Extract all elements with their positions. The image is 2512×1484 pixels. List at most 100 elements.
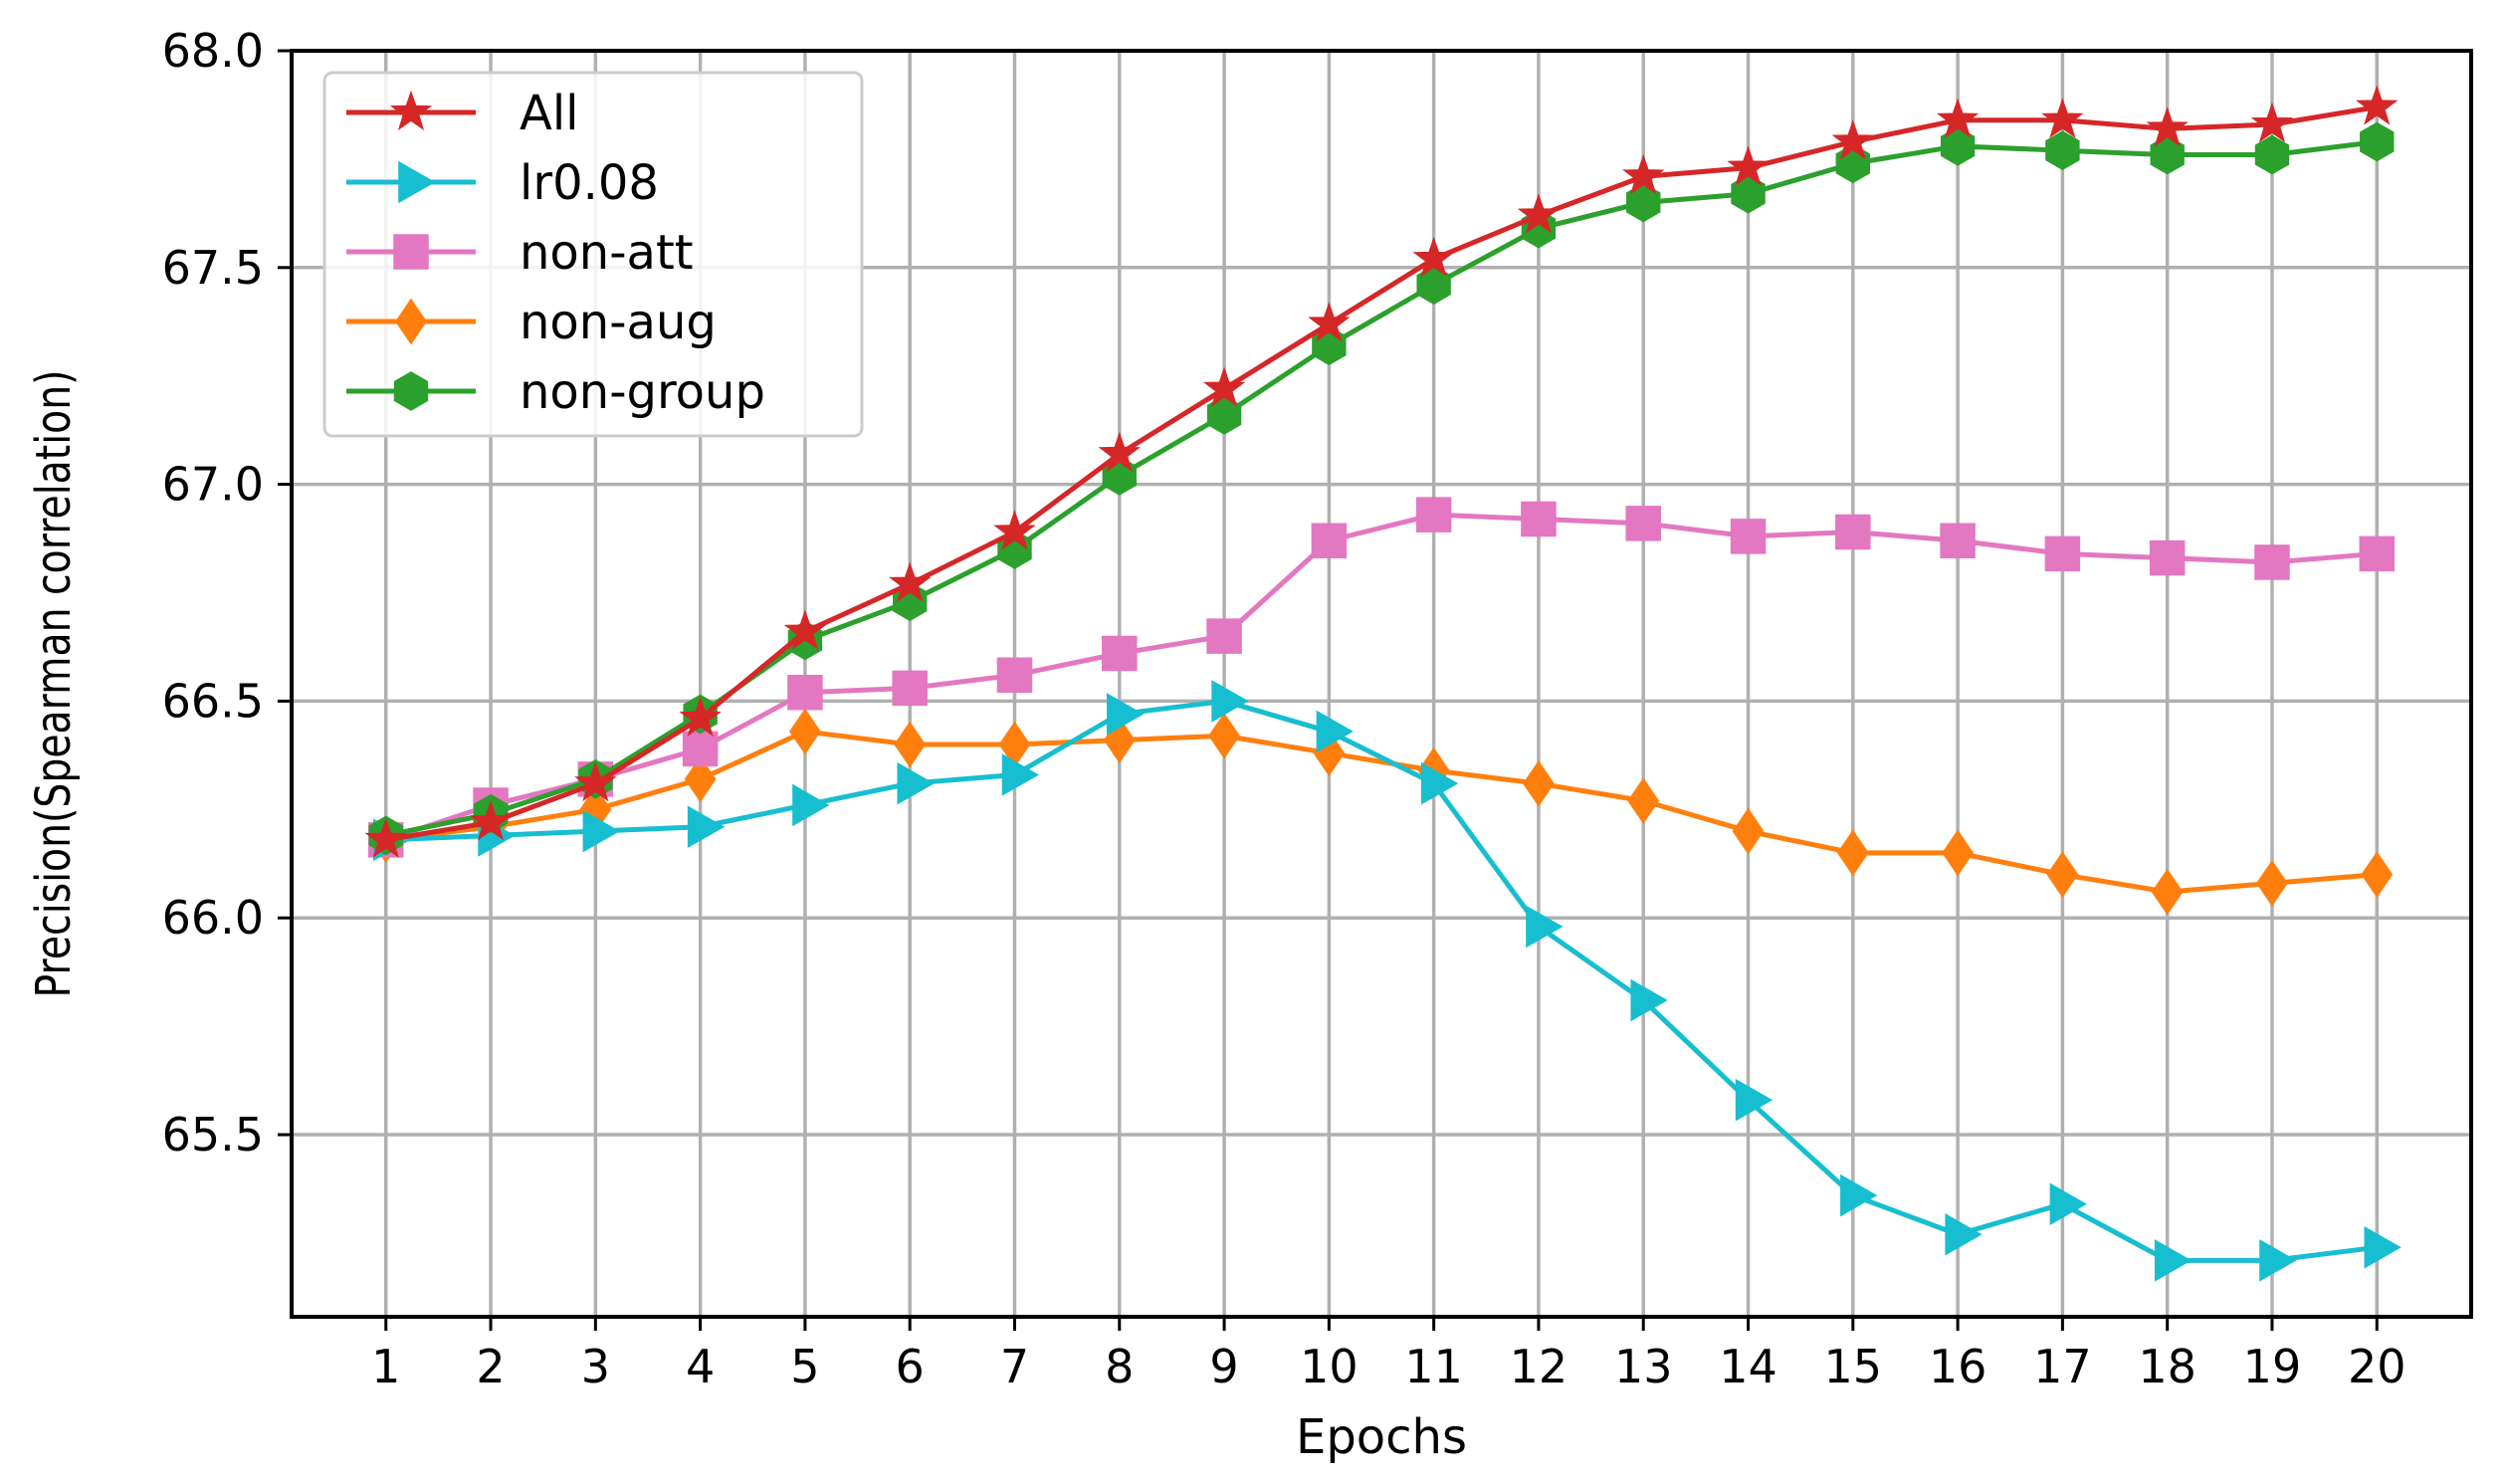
legend-label: lr0.08: [520, 155, 659, 211]
data-point: [1942, 829, 1974, 877]
x-tick-label: 4: [686, 1340, 715, 1393]
data-point: [2151, 868, 2184, 916]
y-tick-label: 67.5: [162, 241, 264, 295]
data-point: [894, 721, 927, 768]
data-point: [1202, 366, 1246, 407]
data-point: [1521, 501, 1557, 537]
x-tick-label: 10: [1300, 1340, 1359, 1393]
data-point: [1940, 523, 1976, 558]
data-point: [2360, 121, 2395, 162]
data-point: [1206, 618, 1242, 654]
x-tick-label: 1: [371, 1340, 400, 1393]
data-point: [1415, 497, 1452, 532]
legend-label: All: [520, 86, 579, 141]
legend-label: non-aug: [520, 295, 717, 350]
data-point: [1732, 807, 1765, 855]
data-point: [1731, 173, 1766, 214]
series-layer: [364, 85, 2402, 1282]
x-tick-label: 2: [476, 1340, 505, 1393]
x-tick-label: 7: [1000, 1340, 1029, 1393]
x-tick-label: 17: [2033, 1340, 2092, 1393]
legend-marker: [393, 371, 429, 411]
data-point: [2359, 535, 2395, 572]
legend-item: non-group: [346, 364, 765, 420]
data-point: [993, 510, 1036, 550]
data-point: [687, 805, 726, 849]
data-point: [469, 800, 513, 841]
data-point: [889, 561, 932, 602]
data-point: [1835, 514, 1871, 550]
data-point: [1625, 506, 1661, 541]
data-point: [2256, 860, 2288, 907]
data-point: [1098, 431, 1141, 473]
data-point: [2361, 851, 2394, 899]
data-point: [2150, 134, 2185, 175]
data-point: [364, 817, 407, 858]
data-point: [1001, 753, 1040, 796]
data-point: [679, 696, 722, 737]
y-tick-label: 66.0: [162, 891, 264, 945]
data-point: [2049, 1182, 2087, 1226]
x-tick-label: 5: [790, 1340, 819, 1393]
data-point: [1526, 905, 1564, 949]
data-point: [787, 674, 823, 711]
data-point: [1627, 777, 1660, 824]
y-tick-label: 67.0: [162, 458, 264, 512]
x-tick-label: 14: [1719, 1340, 1778, 1393]
data-point: [1412, 236, 1455, 278]
x-tick-label: 13: [1614, 1340, 1673, 1393]
data-point: [1730, 519, 1767, 554]
series-lr0-08: [373, 680, 2402, 1282]
data-point: [2356, 85, 2399, 125]
x-tick-label: 3: [581, 1340, 610, 1393]
x-tick-label: 8: [1105, 1340, 1134, 1393]
data-point: [996, 657, 1033, 694]
data-point: [2250, 102, 2294, 143]
data-point: [2044, 535, 2081, 572]
legend-marker: [395, 298, 427, 345]
data-point: [1936, 98, 1980, 138]
data-point: [2149, 539, 2186, 576]
y-tick-label: 65.5: [162, 1108, 264, 1162]
data-point: [1630, 978, 1668, 1022]
data-point: [1940, 125, 1976, 166]
data-point: [1208, 712, 1240, 759]
legend-box: [322, 71, 864, 438]
data-point: [2046, 851, 2079, 899]
data-point: [1626, 182, 1661, 223]
data-point: [789, 708, 821, 755]
x-tick-label: 9: [1209, 1340, 1238, 1393]
x-tick-label: 18: [2138, 1340, 2197, 1393]
data-point: [582, 809, 620, 853]
x-tick-label: 15: [1824, 1340, 1883, 1393]
data-point: [1416, 265, 1451, 306]
data-point: [1102, 635, 1138, 672]
x-tick-label: 11: [1404, 1340, 1463, 1393]
data-point: [2154, 1239, 2193, 1282]
data-point: [1107, 693, 1145, 736]
x-tick-label: 16: [1929, 1340, 1988, 1393]
ticks: 1 2 3 4 5 6 7 8 9 10 11 12 13 14 15 16 17 18 19 2065.566.06…: [162, 24, 2407, 1393]
data-point: [1211, 680, 1249, 723]
legend-label: non-group: [520, 364, 765, 420]
x-tick-label: 19: [2243, 1340, 2302, 1393]
x-axis-title: Epochs: [1296, 1409, 1467, 1465]
series-all: [364, 85, 2399, 858]
legend-item: All: [346, 86, 579, 141]
data-point: [1206, 395, 1242, 435]
legend-item: lr0.08: [346, 155, 659, 211]
y-tick-label: 66.5: [162, 674, 264, 728]
data-point: [1308, 302, 1351, 342]
data-point: [1316, 710, 1354, 753]
data-point: [897, 761, 935, 805]
data-point: [1945, 1212, 1983, 1256]
legend: All lr0.08 non-att non-aug non-group: [322, 71, 864, 438]
y-tick-label: 68.0: [162, 24, 264, 78]
legend-item: non-att: [346, 225, 694, 281]
legend-label: non-att: [520, 225, 694, 281]
data-point: [1517, 193, 1561, 234]
data-point: [2259, 1239, 2297, 1282]
data-point: [1831, 119, 1874, 160]
data-point: [792, 783, 830, 827]
